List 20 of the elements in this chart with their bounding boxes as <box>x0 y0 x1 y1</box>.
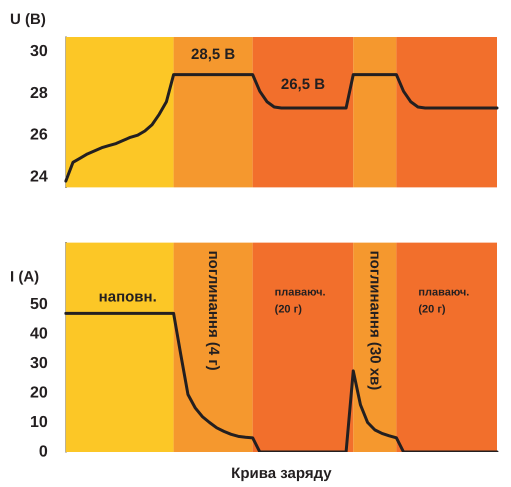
y-axis-title: U (B) <box>10 11 46 28</box>
annotation: наповн. <box>98 288 157 306</box>
y-tick-label: 40 <box>30 325 48 342</box>
annotation: поглинання (4 г) <box>204 250 222 371</box>
y-tick-label: 26 <box>30 126 48 144</box>
y-tick-label: 20 <box>30 384 48 402</box>
y-tick-label: 24 <box>30 168 48 186</box>
y-axis-title: I (A) <box>10 268 40 286</box>
x-axis-title: Крива заряду <box>231 465 332 482</box>
y-tick-label: 50 <box>30 296 48 313</box>
annotation: плаваюч. (20 г) <box>418 286 470 316</box>
y-tick-label: 28 <box>30 84 48 102</box>
y-tick-label: 10 <box>30 414 48 431</box>
y-tick-label: 30 <box>30 43 48 60</box>
y-tick-label: 30 <box>30 354 48 372</box>
annotation: 28,5 В <box>191 46 236 64</box>
annotation: поглинання (30 хв) <box>366 250 384 390</box>
annotation: 26,5 В <box>280 76 326 94</box>
y-tick-label: 0 <box>38 443 48 460</box>
annotation: плаваюч. (20 г) <box>274 286 326 316</box>
